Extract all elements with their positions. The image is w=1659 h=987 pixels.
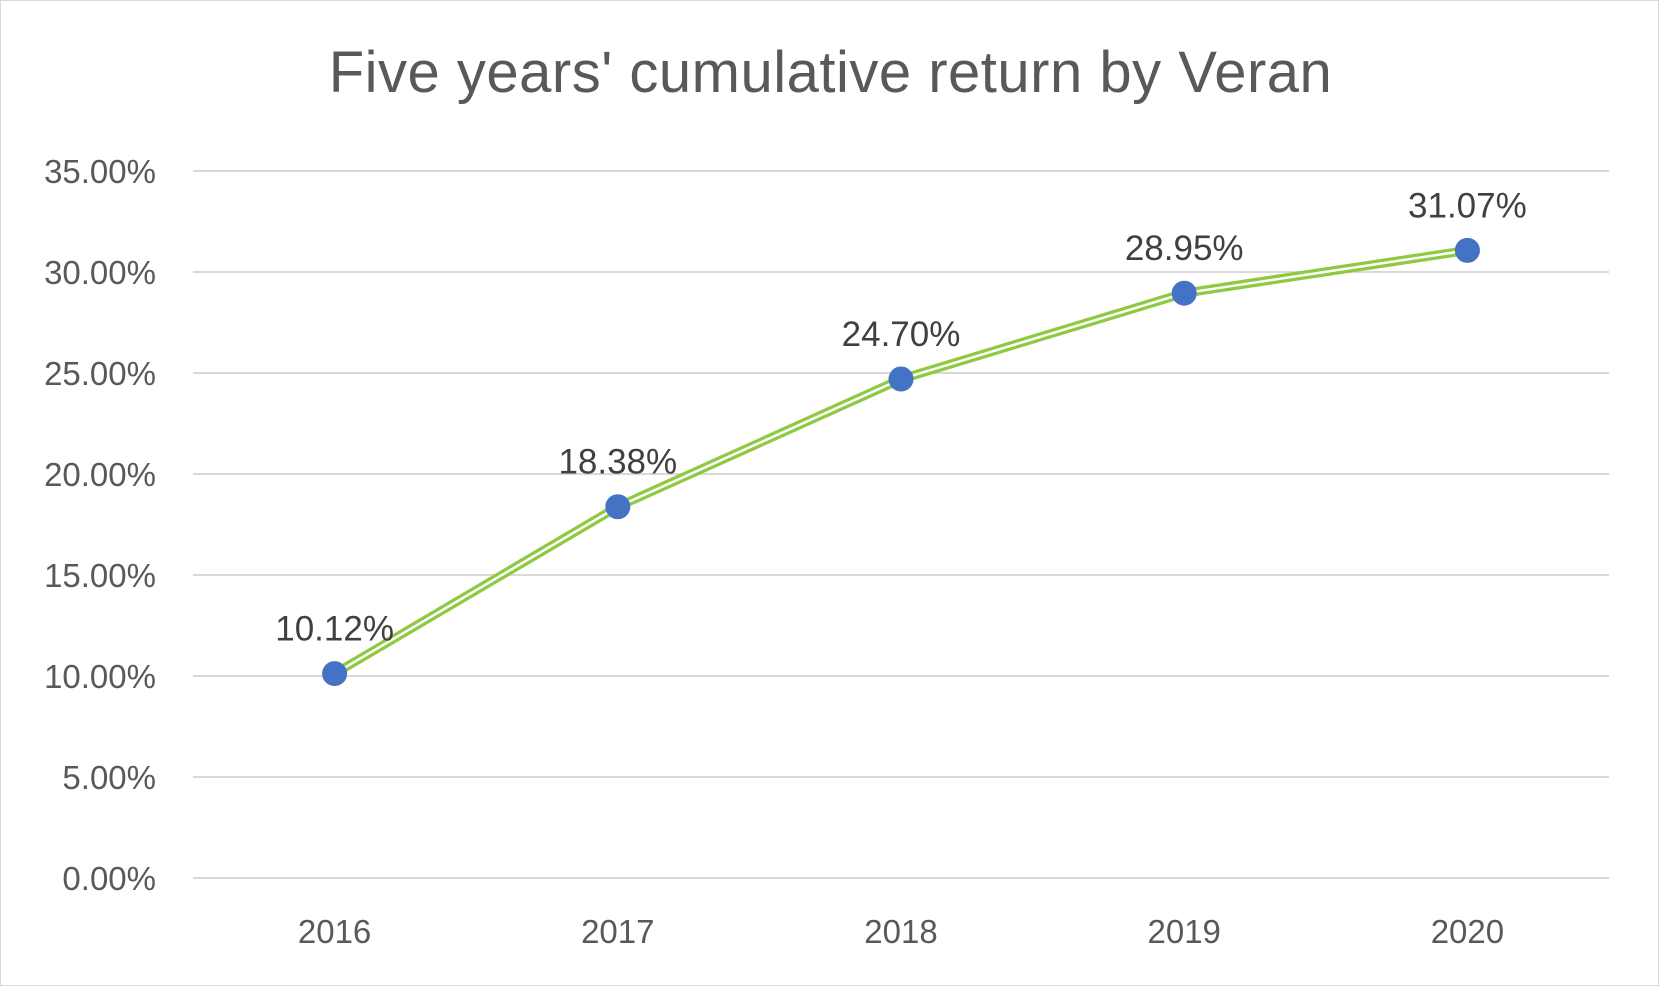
y-tick-label: 25.00% (44, 355, 156, 392)
y-tick-label: 5.00% (62, 759, 156, 796)
x-tick-label: 2018 (864, 913, 937, 950)
y-tick-label: 20.00% (44, 456, 156, 493)
data-point (605, 494, 631, 520)
x-axis-ticks: 2016 2017 2018 2019 2020 (298, 913, 1504, 950)
y-tick-label: 10.00% (44, 658, 156, 695)
y-tick-label: 30.00% (44, 254, 156, 291)
data-label: 18.38% (558, 443, 677, 482)
data-label: 31.07% (1408, 186, 1527, 225)
x-tick-label: 2016 (298, 913, 371, 950)
data-point (1171, 280, 1197, 306)
data-label: 10.12% (275, 610, 394, 649)
data-point (1454, 237, 1480, 263)
x-tick-label: 2020 (1431, 913, 1504, 950)
data-label: 24.70% (842, 315, 961, 354)
x-tick-label: 2017 (581, 913, 654, 950)
chart-title: Five years' cumulative return by Veran (328, 40, 1333, 105)
data-point (888, 366, 914, 392)
x-tick-label: 2019 (1147, 913, 1220, 950)
data-label: 28.95% (1125, 229, 1244, 268)
y-tick-label: 15.00% (44, 557, 156, 594)
series-line-outer (330, 245, 1472, 679)
series-line-inner (333, 249, 1469, 675)
y-tick-label: 35.00% (44, 153, 156, 190)
data-labels: 10.12% 18.38% 24.70% 28.95% 31.07% (275, 186, 1527, 648)
series-line (330, 245, 1472, 679)
series-markers (322, 237, 1480, 687)
data-point (322, 661, 348, 687)
y-axis-ticks: 0.00% 5.00% 10.00% 15.00% 20.00% 25.00% 30.00%… (44, 153, 156, 897)
gridlines (193, 170, 1609, 879)
y-tick-label: 0.00% (62, 860, 156, 897)
